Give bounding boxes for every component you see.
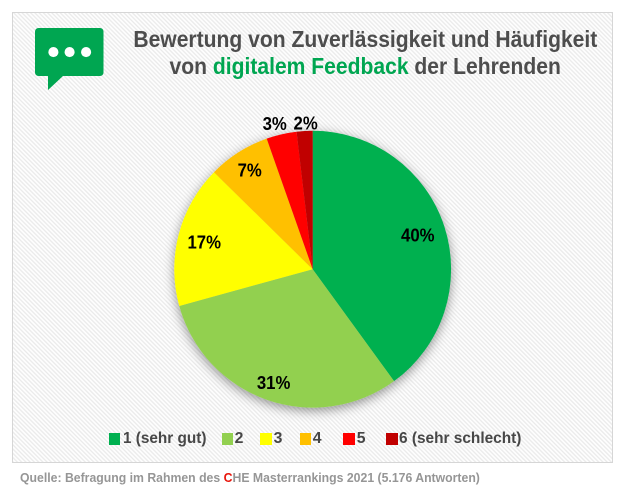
svg-text:31%: 31% xyxy=(257,372,291,393)
svg-text:17%: 17% xyxy=(187,232,221,253)
svg-text:3%: 3% xyxy=(263,113,288,134)
svg-text:2%: 2% xyxy=(294,113,319,134)
svg-text:40%: 40% xyxy=(401,225,435,246)
svg-text:7%: 7% xyxy=(238,160,263,181)
